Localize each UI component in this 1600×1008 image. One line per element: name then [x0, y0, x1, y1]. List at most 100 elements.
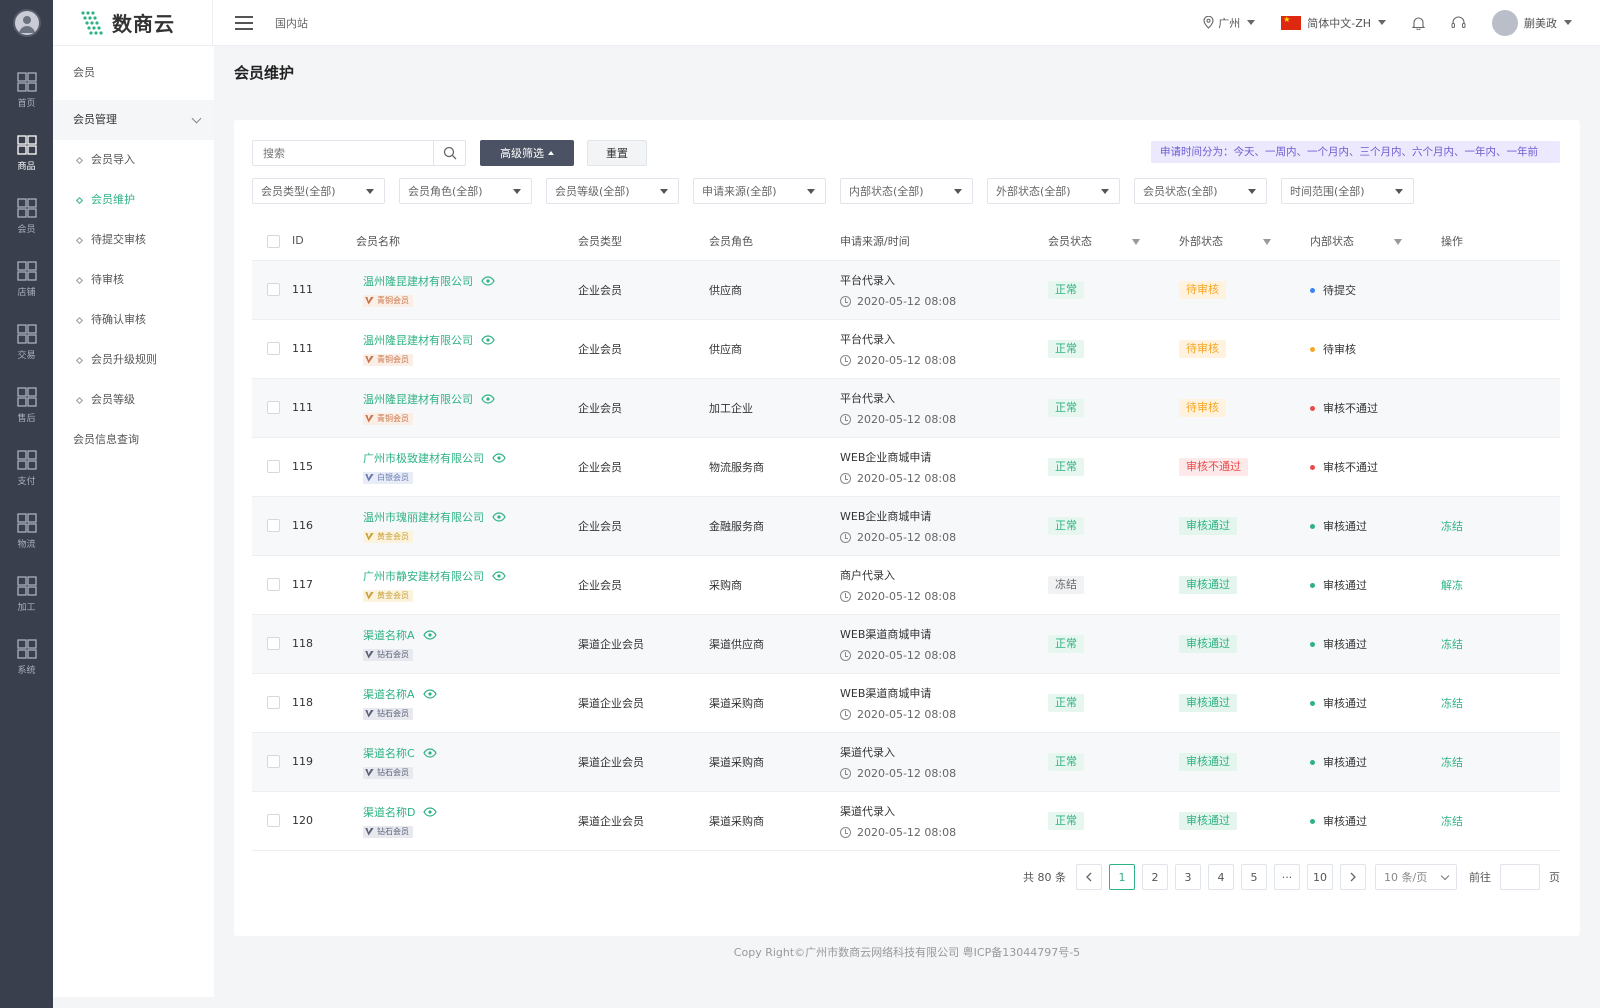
eye-icon[interactable] — [481, 275, 495, 286]
rail-item-9[interactable]: 系统 — [0, 634, 53, 697]
member-name-link[interactable]: 温州隆昆建材有限公司 — [363, 391, 578, 407]
filter-select-7[interactable]: 时间范围(全部) — [1281, 178, 1414, 204]
page-button[interactable]: 1 — [1109, 864, 1135, 890]
eye-icon[interactable] — [422, 747, 437, 758]
language-selector[interactable]: 简体中文-ZH — [1281, 15, 1386, 31]
eye-icon[interactable] — [492, 570, 506, 581]
filter-select-2[interactable]: 会员等级(全部) — [546, 178, 679, 204]
city-selector[interactable]: 广州 — [1203, 15, 1256, 31]
rail-item-4[interactable]: 交易 — [0, 319, 53, 382]
user-menu[interactable]: 蒯美政 — [1492, 9, 1572, 36]
eye-icon[interactable] — [422, 629, 437, 640]
row-action-link[interactable]: 冻结 — [1441, 814, 1463, 828]
next-page-button[interactable] — [1340, 864, 1366, 890]
notification-bell[interactable] — [1412, 16, 1425, 30]
sidebar-group-member-management[interactable]: 会员管理 — [53, 100, 214, 140]
filter-select-1[interactable]: 会员角色(全部) — [399, 178, 532, 204]
filter-icon[interactable] — [1394, 238, 1402, 245]
row-checkbox[interactable] — [267, 696, 280, 710]
filter-select-0[interactable]: 会员类型(全部) — [252, 178, 385, 204]
page-button[interactable]: 3 — [1175, 864, 1201, 890]
sidebar-item-6[interactable]: 会员等级 — [53, 380, 214, 420]
rail-item-5[interactable]: 售后 — [0, 382, 53, 445]
row-checkbox[interactable] — [267, 342, 280, 356]
row-checkbox[interactable] — [267, 755, 280, 769]
eye-icon[interactable] — [423, 806, 438, 817]
rail-item-3[interactable]: 店铺 — [0, 256, 53, 319]
sidebar-item-2[interactable]: 待提交审核 — [53, 220, 214, 260]
member-name-link[interactable]: 温州市瑰丽建材有限公司 — [363, 509, 578, 525]
grid-icon — [16, 639, 37, 659]
member-name-link[interactable]: 广州市静安建材有限公司 — [363, 568, 578, 584]
sidebar-item-0[interactable]: 会员导入 — [53, 140, 214, 180]
eye-icon[interactable] — [422, 688, 437, 699]
sidebar-item-4[interactable]: 待确认审核 — [53, 300, 214, 340]
filter-select-6[interactable]: 会员状态(全部) — [1134, 178, 1267, 204]
rail-item-2[interactable]: 会员 — [0, 193, 53, 256]
search-input[interactable] — [253, 141, 433, 165]
search-button[interactable] — [433, 141, 465, 165]
member-name-link[interactable]: 温州隆昆建材有限公司 — [363, 332, 578, 348]
filter-select-3[interactable]: 申请来源(全部) — [693, 178, 826, 204]
cell-id: 120 — [292, 791, 356, 851]
eye-icon[interactable] — [481, 334, 495, 345]
sidebar-item-member-info-query[interactable]: 会员信息查询 — [73, 433, 139, 446]
page-button[interactable]: 10 — [1307, 864, 1333, 890]
row-checkbox[interactable] — [267, 460, 280, 474]
prev-page-button[interactable] — [1076, 864, 1102, 890]
page-button[interactable]: 5 — [1241, 864, 1267, 890]
member-name-link[interactable]: 广州市极致建材有限公司 — [363, 450, 578, 466]
user-avatar[interactable] — [12, 9, 41, 37]
cell-id: 111 — [292, 260, 356, 320]
reset-button[interactable]: 重置 — [587, 140, 647, 166]
sidebar-item-3[interactable]: 待审核 — [53, 260, 214, 300]
advanced-filter-button[interactable]: 高级筛选 — [480, 140, 574, 166]
row-checkbox[interactable] — [267, 578, 280, 592]
menu-toggle-icon[interactable] — [235, 15, 253, 30]
clock-icon — [840, 295, 851, 307]
member-name-link[interactable]: 渠道名称D — [363, 804, 578, 820]
eye-icon[interactable] — [481, 393, 495, 404]
select-all-checkbox[interactable] — [267, 234, 280, 248]
cell-id: 111 — [292, 378, 356, 438]
row-action-link[interactable]: 冻结 — [1441, 637, 1463, 651]
member-status-tag: 正常 — [1048, 339, 1084, 358]
cell-type: 企业会员 — [578, 319, 709, 379]
member-name-link[interactable]: 渠道名称A — [363, 627, 578, 643]
rail-item-0[interactable]: 首页 — [0, 67, 53, 130]
row-action-link[interactable]: 冻结 — [1441, 696, 1463, 710]
cell-type: 企业会员 — [578, 496, 709, 556]
rail-item-1[interactable]: 商品 — [0, 130, 53, 193]
brand-logo[interactable]: 数商云 — [53, 0, 213, 46]
page-button[interactable]: ··· — [1274, 864, 1300, 890]
sidebar-item-1[interactable]: 会员维护 — [53, 180, 214, 220]
filter-select-5[interactable]: 外部状态(全部) — [987, 178, 1120, 204]
rail-item-6[interactable]: 支付 — [0, 445, 53, 508]
member-status-tag: 正常 — [1048, 398, 1084, 417]
page-button[interactable]: 2 — [1142, 864, 1168, 890]
row-checkbox[interactable] — [267, 637, 280, 651]
rail-item-8[interactable]: 加工 — [0, 571, 53, 634]
member-name-link[interactable]: 温州隆昆建材有限公司 — [363, 273, 578, 289]
top-bar: 数商云 国内站 广州 简体中文-ZH 蒯美政 — [53, 0, 1600, 46]
member-name-link[interactable]: 渠道名称C — [363, 745, 578, 761]
filter-icon[interactable] — [1132, 238, 1140, 245]
filter-select-4[interactable]: 内部状态(全部) — [840, 178, 973, 204]
filter-icon[interactable] — [1263, 238, 1271, 245]
page-size-select[interactable]: 10 条/页 — [1375, 864, 1457, 890]
row-checkbox[interactable] — [267, 519, 280, 533]
row-action-link[interactable]: 冻结 — [1441, 519, 1463, 533]
customer-service[interactable] — [1451, 16, 1466, 30]
member-name-link[interactable]: 渠道名称A — [363, 686, 578, 702]
row-checkbox[interactable] — [267, 283, 280, 297]
row-action-link[interactable]: 冻结 — [1441, 755, 1463, 769]
rail-item-7[interactable]: 物流 — [0, 508, 53, 571]
goto-page-input[interactable] — [1500, 864, 1540, 890]
sidebar-item-5[interactable]: 会员升级规则 — [53, 340, 214, 380]
page-button[interactable]: 4 — [1208, 864, 1234, 890]
row-action-link[interactable]: 解冻 — [1441, 578, 1463, 592]
row-checkbox[interactable] — [267, 814, 280, 828]
eye-icon[interactable] — [492, 452, 506, 463]
eye-icon[interactable] — [492, 511, 506, 522]
row-checkbox[interactable] — [267, 401, 280, 415]
